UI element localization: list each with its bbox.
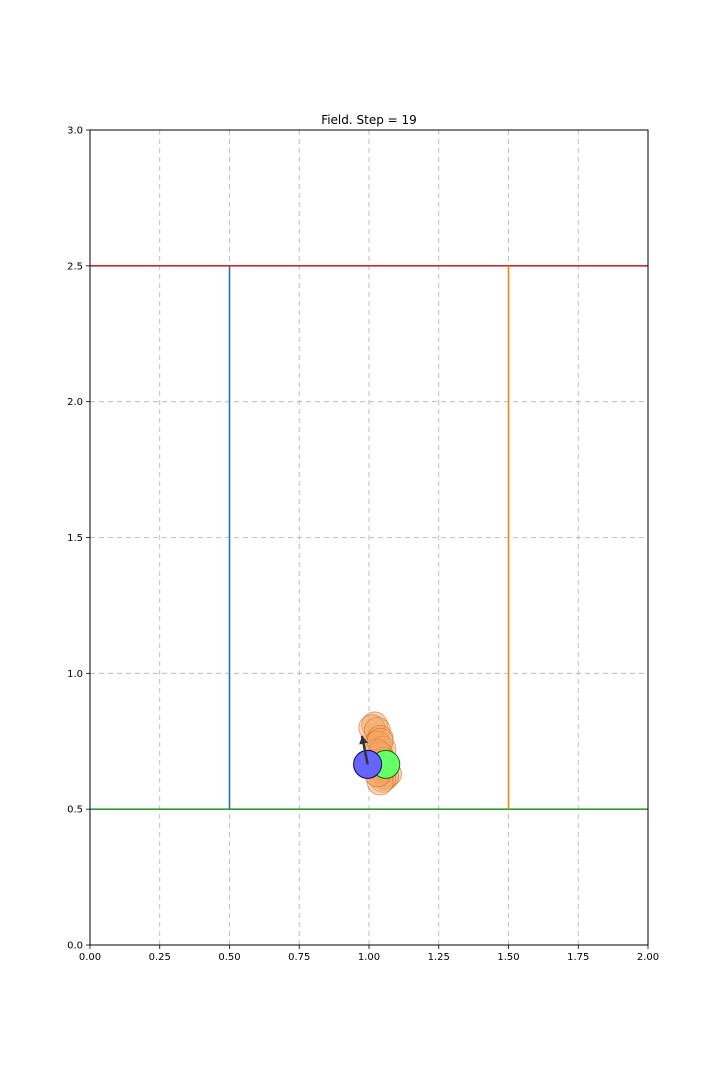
x-tick-label: 1.50: [497, 952, 519, 963]
heading-arrow-head: [359, 735, 368, 745]
x-tick-label: 0.25: [149, 952, 171, 963]
y-tick-label: 1.5: [67, 533, 83, 544]
y-tick-label: 2.5: [67, 261, 83, 272]
x-tick-label: 0.75: [288, 952, 310, 963]
y-tick-label: 2.0: [67, 397, 83, 408]
y-tick-label: 3.0: [67, 126, 83, 137]
boundary-lines: [90, 265, 648, 810]
x-tick-label: 1.75: [567, 952, 589, 963]
x-tick-label: 2.00: [637, 952, 659, 963]
x-tick-label: 1.00: [358, 952, 380, 963]
chart-title: Field. Step = 19: [321, 113, 417, 127]
x-tick-label: 0.50: [218, 952, 240, 963]
grid-lines: [90, 130, 648, 945]
x-tick-label: 0.00: [79, 952, 101, 963]
y-tick-label: 1.0: [67, 669, 83, 680]
x-tick-label: 1.25: [428, 952, 450, 963]
y-tick-label: 0.0: [67, 941, 83, 952]
y-tick-label: 0.5: [67, 805, 83, 816]
agents: [353, 735, 401, 779]
axis-ticks: 0.00 0.25 0.50 0.75 1.00 1.25 1.50 1.75 2.00 0.0 0…: [67, 126, 659, 964]
